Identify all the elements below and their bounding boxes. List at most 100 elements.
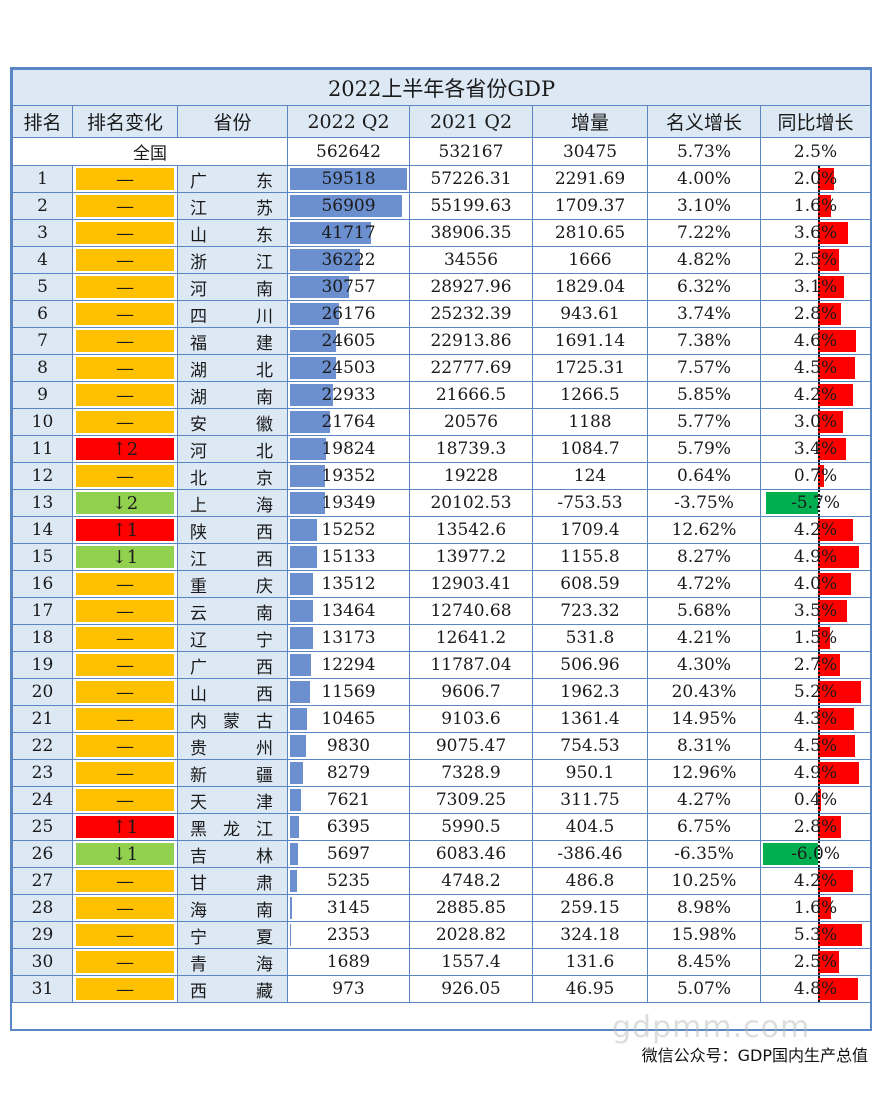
yoy-axis-line — [817, 301, 820, 327]
gdp-2021-cell: 926.05 — [409, 975, 533, 1003]
gdp-data-bar — [290, 519, 317, 541]
rank-cell: 15 — [12, 543, 73, 571]
yoy-data-bar — [817, 438, 847, 460]
rank-change-cell: ↑2 — [72, 435, 178, 463]
gdp-data-bar — [290, 384, 333, 406]
gdp-2022-cell: 24503 — [287, 354, 410, 382]
table-row: 12— 北京 19352 19228 124 0.64% 0.7% — [12, 462, 872, 490]
province-cell: 新疆 — [177, 759, 288, 787]
rank-change-badge: — — [76, 465, 174, 487]
rank-change-badge: — — [76, 411, 174, 433]
rank-change-cell: ↑1 — [72, 516, 178, 544]
rank-change-cell: — — [72, 678, 178, 706]
rank-change-badge: — — [76, 978, 174, 1000]
rank-change-cell: — — [72, 192, 178, 220]
gdp-2021-cell: 22913.86 — [409, 327, 533, 355]
watermark: gdpmm.com — [612, 1010, 811, 1045]
gdp-2021-cell: 9103.6 — [409, 705, 533, 733]
gdp-table-frame: 2022上半年各省份GDP 排名 排名变化 省份 2022 Q2 2021 Q2… — [10, 67, 872, 1031]
yoy-axis-line — [817, 976, 820, 1002]
gdp-2022-value: 5697 — [326, 844, 371, 864]
table-row: 25 ↑1 黑龙江 6395 5990.5 404.5 6.75% 2.8% — [12, 813, 872, 841]
gdp-2022-cell: 24605 — [287, 327, 410, 355]
gdp-2022-value: 13512 — [321, 574, 376, 594]
table-row: 15 ↓1 江西 15133 13977.2 1155.8 8.27% 4.9% — [12, 543, 872, 571]
gdp-2021-cell: 13542.6 — [409, 516, 533, 544]
gdp-2022-value: 41717 — [321, 223, 376, 243]
gdp-data-bar — [290, 924, 291, 946]
header-gdp-2022: 2022 Q2 — [287, 105, 410, 138]
yoy-growth-cell: 2.8% — [759, 300, 872, 328]
increase-cell: 943.61 — [532, 300, 648, 328]
yoy-data-bar — [817, 870, 853, 892]
rank-change-cell: — — [72, 273, 178, 301]
gdp-2021-cell: 18739.3 — [409, 435, 533, 463]
gdp-2022-cell: 5235 — [287, 867, 410, 895]
nominal-growth-cell: 4.72% — [647, 570, 761, 598]
rank-cell: 13 — [12, 489, 73, 517]
gdp-2022-value: 9830 — [326, 736, 371, 756]
yoy-growth-value: 4.8% — [793, 979, 838, 999]
yoy-growth-cell: 1.5% — [759, 624, 872, 652]
nominal-growth-cell: 6.75% — [647, 813, 761, 841]
table-row: 7— 福建 24605 22913.86 1691.14 7.38% 4.6% — [12, 327, 872, 355]
rank-change-badge: — — [76, 897, 174, 919]
increase-cell: 506.96 — [532, 651, 648, 679]
gdp-2022-cell: 8279 — [287, 759, 410, 787]
rank-change-cell: — — [72, 381, 178, 409]
rank-cell: 25 — [12, 813, 73, 841]
table-row: 8— 湖北 24503 22777.69 1725.31 7.57% 4.5% — [12, 354, 872, 382]
gdp-2022-cell: 1689 — [287, 948, 410, 976]
yoy-growth-cell: 3.6% — [759, 219, 872, 247]
nominal-growth-cell: 5.68% — [647, 597, 761, 625]
province-cell: 陕西 — [177, 516, 288, 544]
province-cell: 湖北 — [177, 354, 288, 382]
yoy-data-bar — [817, 951, 839, 973]
yoy-axis-line — [817, 679, 820, 705]
gdp-2022-cell: 13173 — [287, 624, 410, 652]
gdp-2022-cell: 26176 — [287, 300, 410, 328]
nominal-growth-cell: 4.30% — [647, 651, 761, 679]
gdp-2022-cell: 6395 — [287, 813, 410, 841]
nominal-growth-cell: 4.27% — [647, 786, 761, 814]
increase-cell: 2291.69 — [532, 165, 648, 193]
gdp-data-bar — [290, 843, 298, 865]
yoy-data-bar — [817, 384, 853, 406]
rank-change-cell: — — [72, 867, 178, 895]
rank-cell: 26 — [12, 840, 73, 868]
table-row: 13 ↓2 上海 19349 20102.53 -753.53 -3.75% -5.7% — [12, 489, 872, 517]
yoy-growth-cell: -5.7% — [759, 489, 872, 517]
yoy-data-bar — [817, 519, 853, 541]
gdp-2021-cell: 4748.2 — [409, 867, 533, 895]
rank-cell: 16 — [12, 570, 73, 598]
rank-change-cell: ↓1 — [72, 543, 178, 571]
yoy-growth-cell: 4.2% — [759, 516, 872, 544]
nominal-growth-cell: 4.00% — [647, 165, 761, 193]
gdp-2022-value: 12294 — [321, 655, 376, 675]
table-row: 26 ↓1 吉林 5697 6083.46 -386.46 -6.35% -6.0% — [12, 840, 872, 868]
table-row: 2— 江苏 56909 55199.63 1709.37 3.10% 1.6% — [12, 192, 872, 220]
yoy-data-bar — [817, 303, 842, 325]
gdp-2021-cell: 1557.4 — [409, 948, 533, 976]
rank-cell: 22 — [12, 732, 73, 760]
gdp-2021-cell: 25232.39 — [409, 300, 533, 328]
rank-change-cell: — — [72, 165, 178, 193]
gdp-2021-cell: 12740.68 — [409, 597, 533, 625]
province-cell: 山东 — [177, 219, 288, 247]
header-nominal-growth: 名义增长 — [647, 105, 761, 138]
gdp-2022-value: 22933 — [321, 385, 376, 405]
gdp-2022-value: 24503 — [321, 358, 376, 378]
rank-change-badge: ↑1 — [76, 519, 174, 541]
gdp-2022-value: 19352 — [321, 466, 376, 486]
yoy-growth-value: 2.5% — [793, 952, 838, 972]
yoy-growth-value: 5.3% — [793, 925, 838, 945]
rank-change-cell: — — [72, 759, 178, 787]
yoy-data-bar — [817, 195, 832, 217]
nominal-growth-cell: 14.95% — [647, 705, 761, 733]
gdp-2022-value: 15252 — [321, 520, 376, 540]
table-row: 24— 天津 7621 7309.25 311.75 4.27% 0.4% — [12, 786, 872, 814]
gdp-data-bar — [290, 249, 360, 271]
increase-cell: 404.5 — [532, 813, 648, 841]
yoy-growth-cell: 4.5% — [759, 732, 872, 760]
yoy-growth-value: 0.7% — [793, 466, 838, 486]
